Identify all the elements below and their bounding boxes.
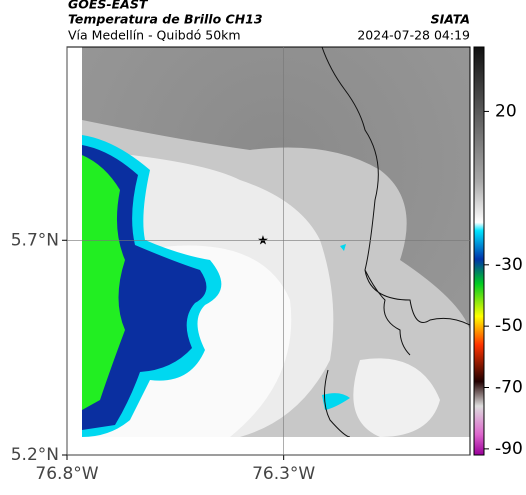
timestamp: 2024-07-28 04:19 — [357, 28, 470, 43]
colorbar-label: -70 — [495, 378, 523, 398]
lat-label: 5.7°N — [11, 230, 59, 250]
title: Temperatura de Brillo CH13 — [68, 12, 263, 27]
colorbar-label: -90 — [495, 439, 523, 459]
imagery — [82, 47, 470, 437]
lat-label: 5.2°N — [11, 445, 59, 465]
source: GOES-EAST — [68, 0, 149, 12]
lon-label: 76.8°W — [35, 464, 98, 484]
agency: SIATA — [431, 12, 470, 27]
colorbar-label: -30 — [495, 255, 523, 275]
colorbar-label: 20 — [495, 101, 517, 121]
region: Vía Medellín - Quibdó 50km — [68, 28, 241, 43]
colorbar-label: -50 — [495, 316, 523, 336]
lon-label: 76.3°W — [252, 464, 315, 484]
city-marker: ★ — [257, 234, 269, 249]
colorbar — [473, 46, 485, 456]
